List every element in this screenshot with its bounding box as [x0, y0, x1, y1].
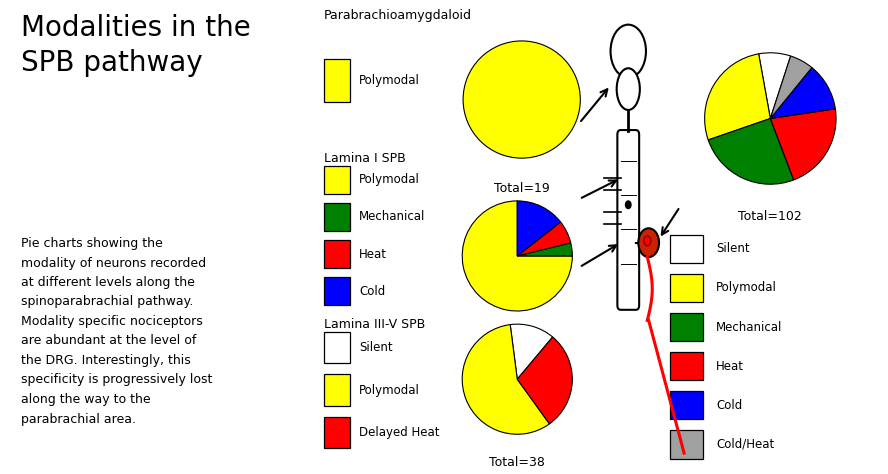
Text: Silent: Silent: [360, 341, 392, 354]
FancyBboxPatch shape: [324, 374, 351, 406]
Text: Total=38: Total=38: [489, 456, 545, 469]
Text: Mechanical: Mechanical: [716, 320, 782, 334]
Circle shape: [638, 228, 659, 257]
Wedge shape: [517, 337, 572, 424]
FancyBboxPatch shape: [670, 430, 703, 459]
Text: Heat: Heat: [716, 360, 744, 373]
Text: Modalities in the
SPB pathway: Modalities in the SPB pathway: [21, 14, 251, 77]
Wedge shape: [705, 54, 770, 140]
FancyBboxPatch shape: [324, 59, 351, 102]
FancyBboxPatch shape: [670, 313, 703, 341]
Text: Mechanical: Mechanical: [360, 210, 425, 223]
Ellipse shape: [616, 68, 640, 110]
Text: Polymodal: Polymodal: [716, 282, 777, 294]
Text: Lamina III-V SPB: Lamina III-V SPB: [324, 318, 425, 330]
FancyBboxPatch shape: [324, 166, 351, 193]
Wedge shape: [770, 109, 836, 180]
FancyBboxPatch shape: [324, 332, 351, 363]
Text: Polymodal: Polymodal: [360, 74, 420, 87]
Wedge shape: [463, 41, 581, 158]
FancyBboxPatch shape: [670, 274, 703, 302]
Text: Parabrachioamygdaloid: Parabrachioamygdaloid: [324, 9, 472, 22]
Circle shape: [625, 201, 631, 209]
Wedge shape: [517, 222, 571, 256]
Text: Cold/Heat: Cold/Heat: [716, 438, 774, 451]
FancyBboxPatch shape: [617, 130, 639, 310]
Wedge shape: [770, 56, 812, 118]
FancyBboxPatch shape: [324, 203, 351, 231]
FancyBboxPatch shape: [324, 417, 351, 448]
Text: Heat: Heat: [360, 247, 387, 261]
FancyBboxPatch shape: [324, 240, 351, 268]
Ellipse shape: [611, 25, 646, 78]
Wedge shape: [463, 201, 573, 311]
Wedge shape: [770, 68, 836, 118]
Text: Cold: Cold: [716, 399, 742, 412]
Wedge shape: [758, 53, 790, 118]
Wedge shape: [511, 324, 552, 379]
FancyBboxPatch shape: [324, 277, 351, 305]
FancyBboxPatch shape: [670, 235, 703, 263]
Text: Polymodal: Polymodal: [360, 383, 420, 397]
Text: Lamina I SPB: Lamina I SPB: [324, 152, 406, 164]
FancyBboxPatch shape: [670, 352, 703, 380]
FancyBboxPatch shape: [670, 391, 703, 419]
Text: Total=102: Total=102: [739, 210, 802, 224]
Wedge shape: [517, 243, 573, 256]
Text: Silent: Silent: [716, 242, 749, 255]
Text: Delayed Heat: Delayed Heat: [360, 426, 440, 439]
Wedge shape: [517, 201, 560, 256]
Text: Total=19: Total=19: [494, 182, 550, 195]
Wedge shape: [709, 118, 794, 184]
Wedge shape: [463, 325, 550, 434]
Text: Polymodal: Polymodal: [360, 173, 420, 186]
Text: Total=104: Total=104: [486, 333, 549, 346]
Text: Cold: Cold: [360, 284, 385, 298]
Text: Pie charts showing the
modality of neurons recorded
at different levels along th: Pie charts showing the modality of neuro…: [21, 237, 213, 426]
Circle shape: [644, 236, 651, 246]
